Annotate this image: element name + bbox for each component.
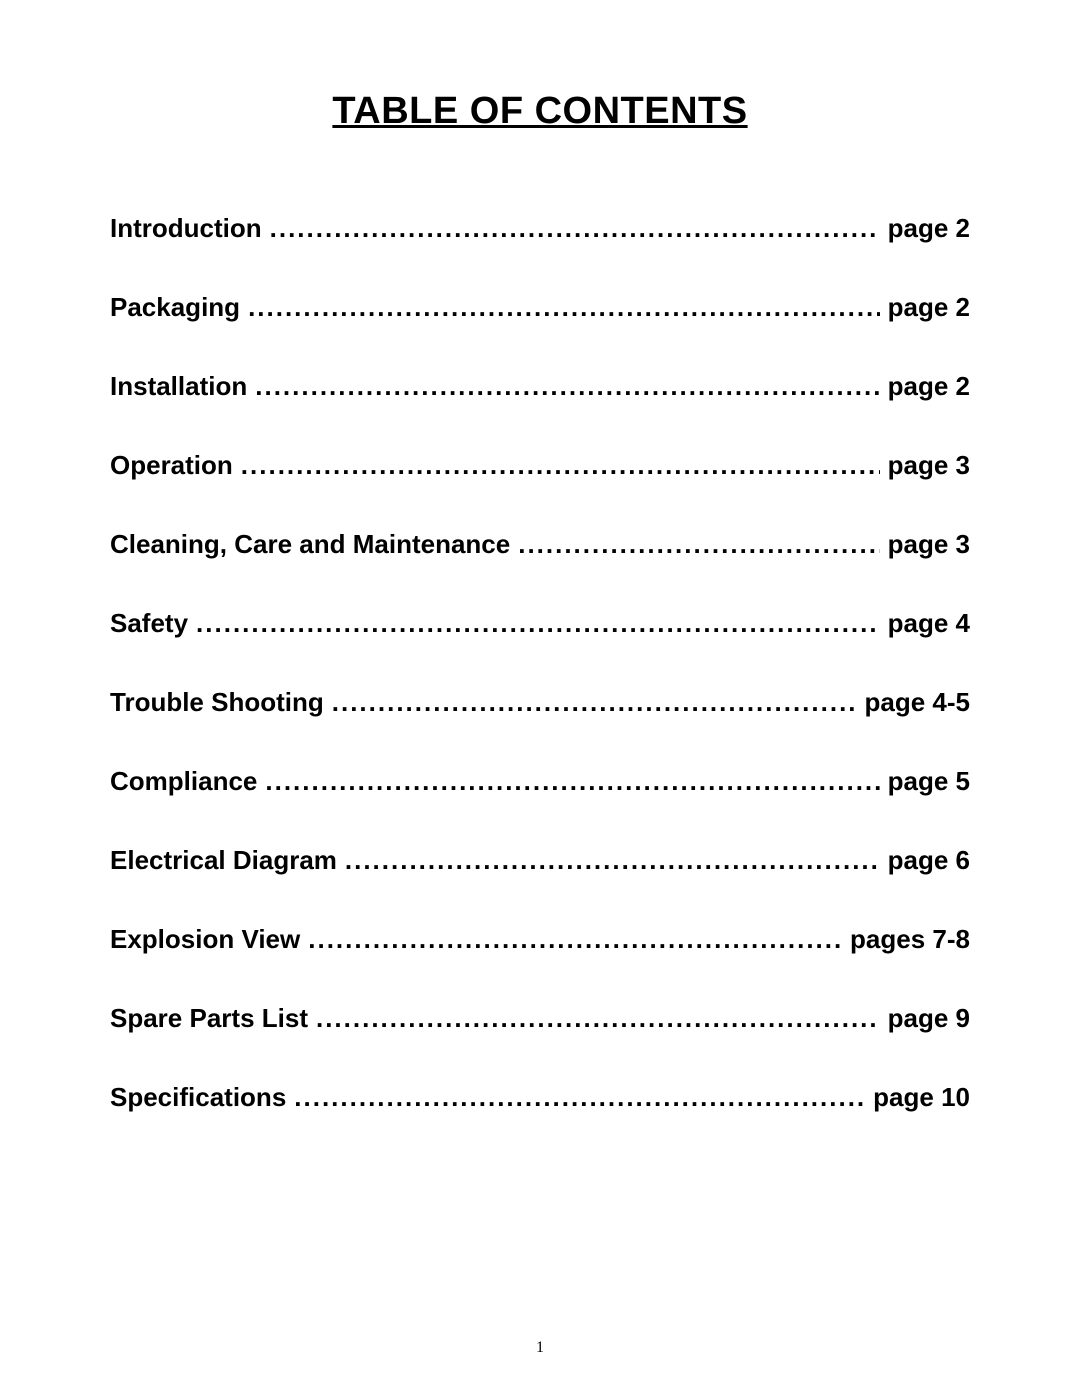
toc-entry: Operation page 3 xyxy=(110,450,970,481)
toc-page: page 5 xyxy=(888,766,970,797)
toc-leader xyxy=(308,924,842,955)
toc-label: Spare Parts List xyxy=(110,1003,308,1034)
toc-entry: Trouble Shooting page 4-5 xyxy=(110,687,970,718)
toc-page: page 2 xyxy=(888,213,970,244)
toc-label: Introduction xyxy=(110,213,262,244)
toc-list: Introduction page 2 Packaging page 2 Ins… xyxy=(110,213,970,1113)
toc-page: page 4 xyxy=(888,608,970,639)
toc-leader xyxy=(196,608,880,639)
toc-leader xyxy=(241,450,880,481)
toc-label: Operation xyxy=(110,450,233,481)
toc-label: Installation xyxy=(110,371,247,402)
toc-leader xyxy=(332,687,857,718)
toc-label: Compliance xyxy=(110,766,257,797)
toc-page: page 4-5 xyxy=(865,687,971,718)
toc-page: page 9 xyxy=(888,1003,970,1034)
toc-leader xyxy=(294,1082,865,1113)
toc-label: Cleaning, Care and Maintenance xyxy=(110,529,510,560)
toc-page: page 2 xyxy=(888,292,970,323)
toc-label: Electrical Diagram xyxy=(110,845,337,876)
toc-entry: Spare Parts List page 9 xyxy=(110,1003,970,1034)
toc-entry: Installation page 2 xyxy=(110,371,970,402)
toc-leader xyxy=(316,1003,880,1034)
toc-page: pages 7-8 xyxy=(850,924,970,955)
toc-page: page 6 xyxy=(888,845,970,876)
toc-page: page 2 xyxy=(888,371,970,402)
toc-entry: Compliance page 5 xyxy=(110,766,970,797)
toc-entry: Packaging page 2 xyxy=(110,292,970,323)
toc-entry: Specifications page 10 xyxy=(110,1082,970,1113)
toc-label: Trouble Shooting xyxy=(110,687,324,718)
toc-entry: Introduction page 2 xyxy=(110,213,970,244)
toc-leader xyxy=(265,766,879,797)
toc-entry: Electrical Diagram page 6 xyxy=(110,845,970,876)
toc-leader xyxy=(270,213,880,244)
toc-entry: Safety page 4 xyxy=(110,608,970,639)
toc-leader xyxy=(248,292,880,323)
toc-page: page 3 xyxy=(888,450,970,481)
toc-page: page 10 xyxy=(873,1082,970,1113)
page-container: TABLE OF CONTENTS Introduction page 2 Pa… xyxy=(0,0,1080,1113)
toc-entry: Explosion View pages 7-8 xyxy=(110,924,970,955)
toc-leader xyxy=(518,529,879,560)
toc-entry: Cleaning, Care and Maintenance page 3 xyxy=(110,529,970,560)
toc-label: Specifications xyxy=(110,1082,286,1113)
toc-leader xyxy=(255,371,879,402)
page-number: 1 xyxy=(536,1339,544,1357)
page-title: TABLE OF CONTENTS xyxy=(110,90,970,133)
toc-leader xyxy=(345,845,880,876)
toc-label: Safety xyxy=(110,608,188,639)
toc-page: page 3 xyxy=(888,529,970,560)
toc-label: Explosion View xyxy=(110,924,300,955)
toc-label: Packaging xyxy=(110,292,240,323)
